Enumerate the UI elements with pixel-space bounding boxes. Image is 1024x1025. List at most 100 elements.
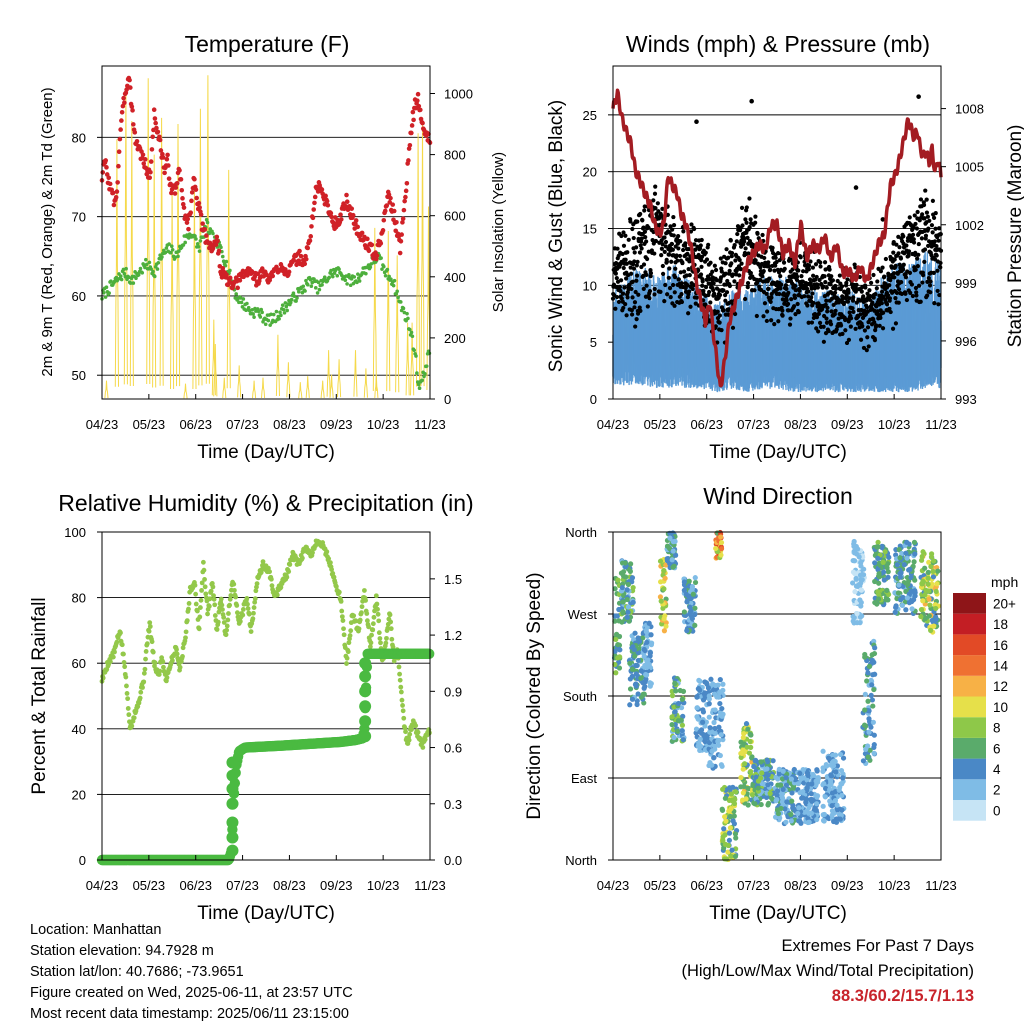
humidity-point bbox=[252, 605, 257, 610]
humidity-point bbox=[378, 636, 383, 641]
gust-point bbox=[901, 267, 905, 271]
gust-point bbox=[873, 338, 877, 342]
dewpoint-point bbox=[228, 269, 232, 273]
temperature-point bbox=[360, 231, 365, 236]
humidity-point bbox=[151, 650, 156, 655]
humidity-point bbox=[377, 630, 382, 635]
humidity-point bbox=[351, 613, 356, 618]
gust-point bbox=[621, 292, 625, 296]
dewpoint-point bbox=[153, 275, 157, 279]
gust-point bbox=[635, 263, 639, 267]
gust-point bbox=[870, 300, 874, 304]
gust-point bbox=[892, 275, 896, 279]
humidity-point bbox=[112, 650, 117, 655]
gust-point bbox=[924, 234, 928, 238]
temperature-point bbox=[108, 182, 113, 187]
gust-point bbox=[677, 277, 681, 281]
humidity-point bbox=[198, 605, 203, 610]
humidity-point bbox=[398, 685, 403, 690]
dewpoint-point bbox=[197, 245, 201, 249]
humidity-point bbox=[400, 698, 405, 703]
gust-point bbox=[772, 322, 776, 326]
temperature-point bbox=[297, 249, 302, 254]
humidity-point bbox=[225, 618, 230, 623]
gust-point bbox=[881, 326, 885, 330]
humidity-point bbox=[184, 629, 189, 634]
humidity-point bbox=[208, 596, 213, 601]
gust-point bbox=[823, 280, 827, 284]
gust-point bbox=[928, 283, 932, 287]
temperature-point bbox=[394, 220, 399, 225]
gust-point bbox=[882, 274, 886, 278]
gust-point bbox=[722, 308, 726, 312]
gust-point bbox=[644, 239, 648, 243]
humidity-point bbox=[372, 615, 377, 620]
x-tick-label: 06/23 bbox=[690, 417, 723, 432]
dewpoint-point bbox=[379, 256, 383, 260]
temperature-point bbox=[399, 239, 404, 244]
temperature-point bbox=[390, 202, 395, 207]
gust-point bbox=[811, 274, 815, 278]
gust-point bbox=[729, 261, 733, 265]
gust-point bbox=[745, 205, 749, 209]
gust-point bbox=[932, 216, 936, 220]
temperature-point bbox=[381, 218, 386, 223]
gust-point bbox=[875, 286, 879, 290]
dewpoint-point bbox=[310, 284, 314, 288]
gust-point bbox=[719, 328, 723, 332]
gust-point bbox=[699, 272, 703, 276]
gust-point bbox=[656, 201, 660, 205]
humidity-point bbox=[253, 596, 258, 601]
temperature-point bbox=[199, 212, 204, 217]
humidity-point bbox=[378, 640, 383, 645]
y-tick-label: 25 bbox=[583, 108, 597, 123]
gust-point bbox=[885, 302, 889, 306]
gust-point bbox=[704, 251, 708, 255]
temperature-point bbox=[270, 274, 275, 279]
gust-point bbox=[925, 293, 929, 297]
gust-point bbox=[652, 292, 656, 296]
humidity-panel: Relative Humidity (%) & Precipitation (i… bbox=[29, 490, 474, 924]
temperature-point bbox=[112, 203, 117, 208]
gust-point bbox=[744, 221, 748, 225]
humidity-point bbox=[238, 619, 243, 624]
gust-point bbox=[665, 260, 669, 264]
gust-point bbox=[721, 288, 725, 292]
humidity-point bbox=[118, 630, 123, 635]
gust-point bbox=[911, 233, 915, 237]
dewpoint-point bbox=[399, 300, 403, 304]
gust-point bbox=[738, 258, 742, 262]
dewpoint-point bbox=[418, 386, 422, 390]
gust-point bbox=[765, 292, 769, 296]
gust-point bbox=[906, 254, 910, 258]
dewpoint-point bbox=[183, 241, 187, 245]
temperature-point bbox=[180, 196, 185, 201]
gust-point bbox=[923, 247, 927, 251]
gust-point bbox=[782, 261, 786, 265]
humidity-point bbox=[348, 628, 353, 633]
humidity-point bbox=[407, 738, 412, 743]
gust-point bbox=[913, 222, 917, 226]
gust-point bbox=[825, 286, 829, 290]
gust-point bbox=[914, 268, 918, 272]
gust-point bbox=[615, 247, 619, 251]
dewpoint-point bbox=[102, 291, 106, 295]
gust-point bbox=[629, 272, 633, 276]
temperature-point bbox=[309, 224, 314, 229]
temperature-point bbox=[311, 207, 316, 212]
temperature-point bbox=[149, 159, 154, 164]
gust-point bbox=[672, 304, 676, 308]
gust-point bbox=[649, 271, 653, 275]
dewpoint-point bbox=[206, 221, 210, 225]
humidity-point bbox=[344, 661, 349, 666]
humidity-point bbox=[310, 550, 315, 555]
gust-point bbox=[740, 206, 744, 210]
gust-point bbox=[793, 284, 797, 288]
temperature-point bbox=[158, 138, 163, 143]
gust-point bbox=[708, 300, 712, 304]
temperature-point bbox=[409, 131, 414, 136]
temperature-point bbox=[128, 85, 133, 90]
dewpoint-point bbox=[344, 278, 348, 282]
gust-point bbox=[823, 260, 827, 264]
solar-trace bbox=[130, 121, 133, 386]
